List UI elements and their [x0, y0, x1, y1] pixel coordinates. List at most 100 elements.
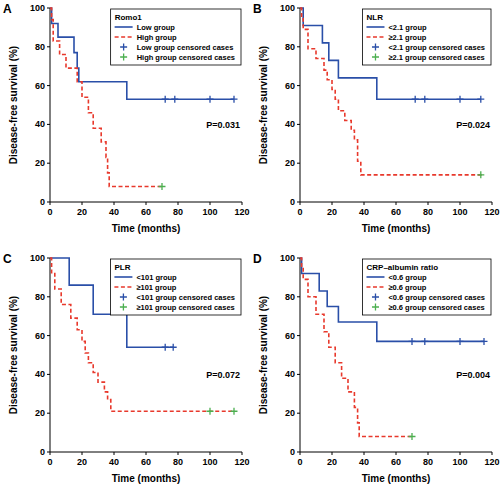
legend: Romo1Low groupHigh groupLow group censor… [111, 9, 241, 65]
legend-swatch [120, 54, 127, 61]
x-tick-label: 80 [423, 457, 433, 467]
legend-label: <2.1 group [388, 23, 427, 32]
y-tick [297, 413, 300, 414]
censored-mark [231, 408, 238, 415]
panel-letter: D [253, 252, 262, 266]
y-axis-label: Disease-free survival (%) [8, 46, 19, 164]
y-tick-label: 100 [280, 253, 295, 263]
x-axis-label: Time (months) [362, 223, 431, 234]
censored-mark [481, 338, 488, 345]
legend-box [110, 259, 241, 315]
legend-swatch [366, 26, 384, 28]
panel-letter: B [253, 2, 262, 16]
censored-mark [207, 96, 214, 103]
censored-mark [162, 344, 169, 351]
censored-mark [412, 96, 419, 103]
x-tick [396, 452, 397, 455]
legend-label: <2.1 group censored cases [388, 43, 485, 52]
censored-mark [409, 433, 416, 440]
panel: A020406080100120020406080100Time (months… [3, 2, 250, 234]
y-tick [297, 163, 300, 164]
x-tick [364, 202, 365, 205]
y-tick-label: 20 [35, 158, 45, 168]
x-tick-label: 20 [327, 457, 337, 467]
legend-swatch [366, 36, 384, 38]
x-tick-label: 120 [484, 207, 499, 217]
y-tick [297, 335, 300, 336]
y-tick [47, 452, 50, 453]
legend-title: NLR [366, 13, 383, 22]
y-tick [297, 258, 300, 259]
y-tick [297, 46, 300, 47]
legend-swatch [366, 286, 384, 288]
legend-label: <101 group censored cases [136, 293, 235, 302]
x-tick [332, 202, 333, 205]
x-tick [146, 452, 147, 455]
legend-swatch [366, 276, 384, 278]
x-tick-label: 80 [423, 207, 433, 217]
x-tick [82, 452, 83, 455]
legend-label: <0.6 group censored cases [388, 293, 485, 302]
x-tick-label: 20 [77, 457, 87, 467]
censored-mark [421, 96, 428, 103]
y-tick [47, 46, 50, 47]
legend-swatch [372, 44, 379, 51]
legend-label: ≥2.1 group censored cases [388, 53, 484, 62]
y-tick-label: 0 [40, 447, 45, 457]
panel-letter: A [3, 2, 12, 16]
legend-swatch [120, 294, 127, 301]
x-tick [178, 452, 179, 455]
x-tick-label: 0 [297, 457, 302, 467]
censored-mark [477, 96, 484, 103]
panel: C020406080100120020406080100Time (months… [3, 252, 250, 484]
censored-mark [207, 408, 214, 415]
x-tick [178, 202, 179, 205]
x-tick [210, 452, 211, 455]
x-tick [492, 452, 493, 455]
y-tick [297, 296, 300, 297]
y-tick [47, 335, 50, 336]
censored-mark [231, 96, 238, 103]
y-tick-label: 20 [285, 408, 295, 418]
y-tick-label: 100 [280, 3, 295, 13]
x-tick [428, 202, 429, 205]
legend-label: Low group censored cases [137, 43, 234, 52]
y-tick [47, 202, 50, 203]
panel: D020406080100120020406080100Time (months… [253, 252, 500, 484]
censored-mark [162, 96, 169, 103]
legend-label: High group censored cases [137, 53, 235, 62]
x-tick-label: 100 [202, 207, 217, 217]
y-tick [47, 163, 50, 164]
y-tick [297, 124, 300, 125]
legend-label: ≥101 group censored cases [136, 303, 234, 312]
y-tick-label: 40 [35, 119, 45, 129]
y-tick [297, 452, 300, 453]
y-tick [47, 258, 50, 259]
x-axis-label: Time (months) [362, 473, 431, 484]
x-tick [114, 202, 115, 205]
y-tick-label: 80 [35, 42, 45, 52]
legend-label: ≥0.6 group [388, 283, 426, 292]
y-axis [50, 258, 51, 452]
x-tick-label: 100 [202, 457, 217, 467]
y-tick-label: 100 [30, 3, 45, 13]
censored-mark [457, 96, 464, 103]
y-tick-label: 80 [285, 292, 295, 302]
y-tick [47, 124, 50, 125]
x-tick [82, 202, 83, 205]
y-axis [300, 258, 301, 452]
y-axis [50, 8, 51, 202]
legend-label: ≥0.6 group censored cases [388, 303, 484, 312]
legend: NLR<2.1 group≥2.1 group<2.1 group censor… [362, 9, 491, 65]
y-tick-label: 20 [35, 408, 45, 418]
y-tick-label: 0 [290, 447, 295, 457]
censored-mark [159, 183, 166, 190]
legend-box [362, 259, 491, 315]
y-tick-label: 60 [285, 331, 295, 341]
legend: PLR<101 group≥101 group<101 group censor… [110, 259, 241, 315]
legend-title: PLR [114, 263, 130, 272]
y-tick [47, 8, 50, 9]
legend-swatch [115, 36, 133, 38]
censored-mark [170, 344, 177, 351]
y-axis [300, 8, 301, 202]
